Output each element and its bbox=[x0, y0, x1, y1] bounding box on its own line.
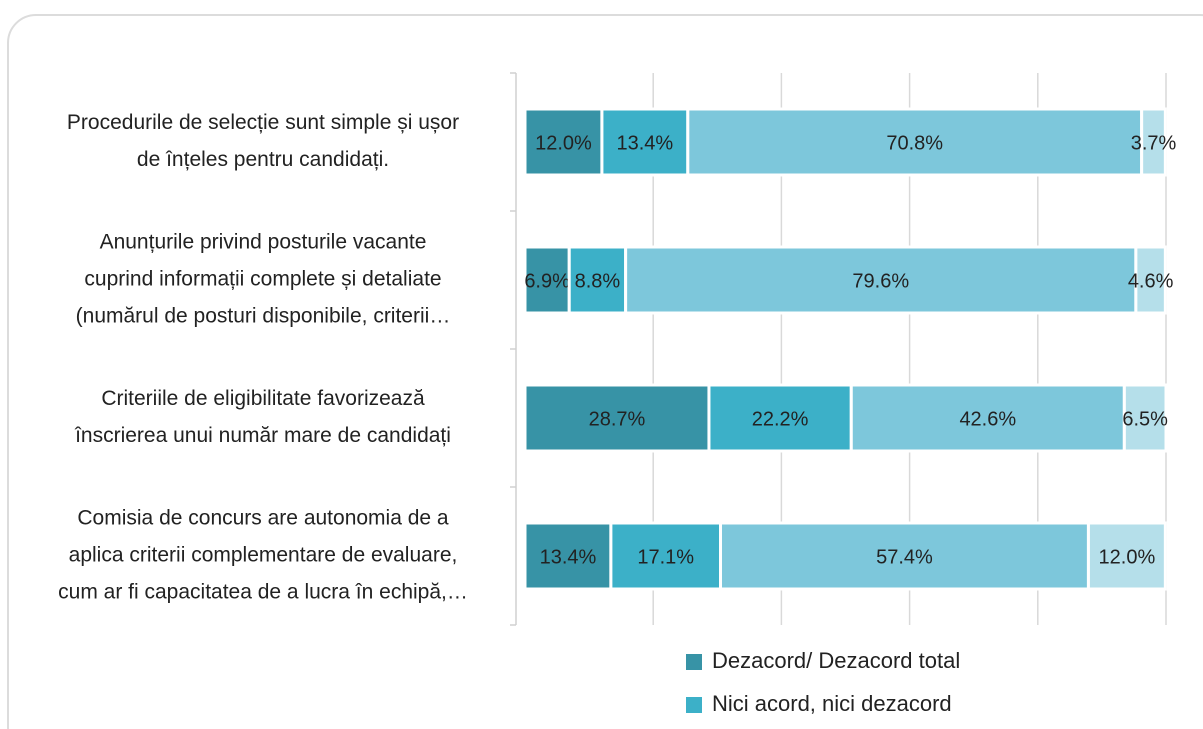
category-label: Comisia de concurs are autonomia de a bbox=[77, 507, 449, 530]
bar-segment bbox=[523, 107, 604, 177]
legend-swatch bbox=[686, 697, 702, 713]
bar-segment bbox=[523, 521, 613, 591]
bar-segment bbox=[1134, 245, 1167, 315]
bar-segment bbox=[686, 107, 1144, 177]
category-label: aplica criterii complementare de evaluar… bbox=[69, 544, 458, 567]
bar-segment bbox=[609, 521, 723, 591]
data-label: 8.8% bbox=[575, 270, 621, 292]
category-label: Criteriile de eligibilitate favorizează bbox=[101, 387, 425, 410]
data-label: 12.0% bbox=[1099, 546, 1156, 568]
legend-label: Nici acord, nici dezacord bbox=[712, 691, 952, 716]
data-label: 3.7% bbox=[1131, 132, 1177, 154]
bar-segment bbox=[624, 245, 1138, 315]
bar-segment bbox=[719, 521, 1090, 591]
category-label: de înțeles pentru candidați. bbox=[137, 148, 389, 171]
data-label: 13.4% bbox=[540, 546, 597, 568]
bar-segment bbox=[523, 383, 711, 453]
category-label: Anunțurile privind posturile vacante bbox=[100, 231, 427, 254]
category-label: înscrierea unui număr mare de candidați bbox=[74, 424, 451, 447]
data-label: 70.8% bbox=[886, 132, 943, 154]
legend-label: Dezacord/ Dezacord total bbox=[712, 648, 960, 673]
bar-segment bbox=[1086, 521, 1167, 591]
data-label: 22.2% bbox=[752, 408, 809, 430]
data-label: 4.6% bbox=[1128, 270, 1174, 292]
category-label: Procedurile de selecție sunt simple și u… bbox=[67, 111, 459, 134]
data-label: 6.9% bbox=[524, 270, 570, 292]
category-label: cuprind informații complete și detaliate bbox=[84, 268, 441, 291]
bar-segment bbox=[1122, 383, 1168, 453]
data-label: 17.1% bbox=[637, 546, 694, 568]
data-label: 28.7% bbox=[589, 408, 646, 430]
category-label: (numărul de posturi disponibile, criteri… bbox=[76, 305, 451, 328]
bar-segment bbox=[1140, 107, 1167, 177]
category-label: cum ar fi capacitatea de a lucra în echi… bbox=[58, 581, 468, 604]
data-label: 57.4% bbox=[876, 546, 933, 568]
data-label: 13.4% bbox=[617, 132, 674, 154]
bar-segment bbox=[849, 383, 1126, 453]
bar-segment bbox=[707, 383, 853, 453]
bar-segment bbox=[600, 107, 690, 177]
data-label: 12.0% bbox=[535, 132, 592, 154]
bar-segment bbox=[523, 245, 571, 315]
data-label: 79.6% bbox=[852, 270, 909, 292]
legend-swatch bbox=[686, 654, 702, 670]
data-label: 42.6% bbox=[959, 408, 1016, 430]
data-label: 6.5% bbox=[1122, 408, 1168, 430]
